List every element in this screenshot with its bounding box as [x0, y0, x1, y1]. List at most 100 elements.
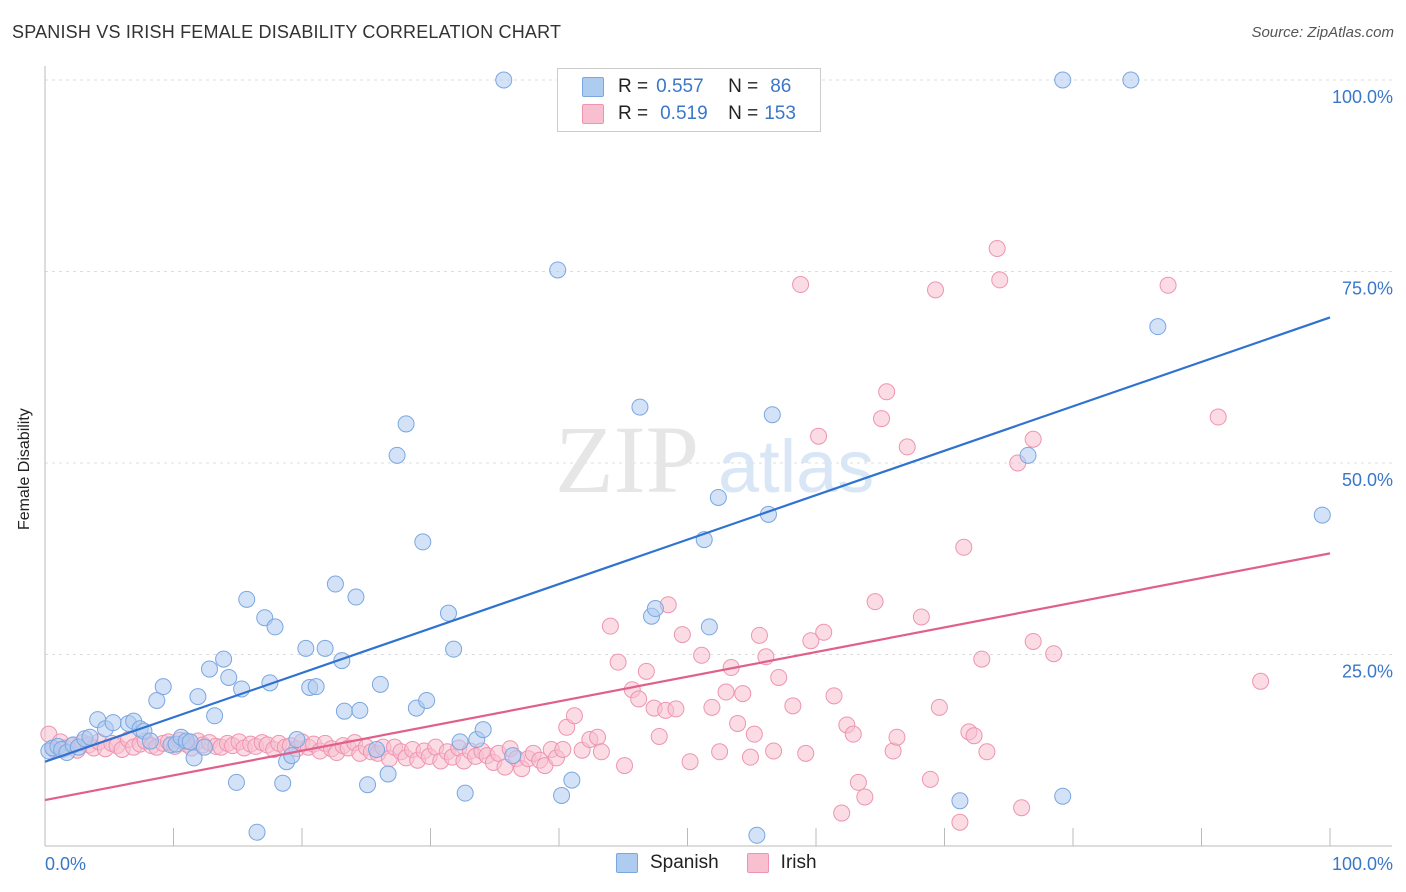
legend-row-irish: R = 0.519 N = 153	[582, 102, 796, 126]
spanish-point	[238, 590, 256, 608]
spanish-point	[631, 398, 649, 416]
irish-point	[1159, 276, 1177, 294]
irish-point	[681, 753, 699, 771]
spanish-point	[154, 678, 172, 696]
irish-point	[717, 683, 735, 701]
spanish-point	[148, 691, 166, 709]
irish-point	[592, 743, 610, 761]
irish-point	[589, 728, 607, 746]
spanish-point	[227, 773, 245, 791]
spanish-point	[549, 261, 567, 279]
irish-point	[667, 700, 685, 718]
spanish-point	[307, 678, 325, 696]
irish-point	[673, 626, 691, 644]
irish-point	[955, 538, 973, 556]
spanish-point	[104, 714, 122, 732]
n-label: N =	[728, 103, 759, 124]
spanish-point	[359, 776, 377, 794]
irish-point	[873, 410, 891, 428]
legend-row-spanish: R = 0.557 N = 86	[582, 75, 791, 99]
spanish-point	[371, 675, 389, 693]
irish-point	[856, 788, 874, 806]
irish-point	[693, 646, 711, 664]
irish-point	[650, 727, 668, 745]
x-tick-label: 100.0%	[1332, 854, 1393, 874]
irish-point	[711, 743, 729, 761]
irish-point	[991, 271, 1009, 289]
irish-point	[888, 728, 906, 746]
spanish-point	[288, 731, 306, 749]
spanish-point	[326, 575, 344, 593]
irish-point	[844, 725, 862, 743]
irish-point	[792, 276, 810, 294]
spanish-point	[274, 774, 292, 792]
irish-point	[849, 773, 867, 791]
spanish-point	[1019, 446, 1037, 464]
spanish-point	[195, 738, 213, 756]
spanish-point	[189, 688, 207, 706]
irish-point	[1252, 672, 1270, 690]
spanish-point	[418, 691, 436, 709]
spanish-point	[316, 639, 334, 657]
spanish-swatch	[582, 77, 604, 97]
spanish-point	[181, 733, 199, 751]
chart-title: SPANISH VS IRISH FEMALE DISABILITY CORRE…	[12, 22, 562, 42]
spanish-point	[397, 415, 415, 433]
irish-point	[745, 725, 763, 743]
irish-point	[965, 727, 983, 745]
irish-point	[912, 608, 930, 626]
spanish-point	[379, 765, 397, 783]
spanish-point	[646, 600, 664, 618]
spanish-point	[1054, 71, 1072, 89]
legend-item-spanish[interactable]: Spanish	[616, 852, 719, 874]
irish-point	[565, 707, 583, 725]
spanish-trend-line	[44, 316, 1331, 763]
irish-point	[729, 714, 747, 732]
irish-point	[833, 804, 851, 822]
y-tick-label: 75.0%	[1342, 279, 1393, 299]
irish-point	[770, 668, 788, 686]
spanish-point	[206, 707, 224, 725]
spanish-point	[1313, 506, 1331, 524]
irish-point	[988, 240, 1006, 258]
spanish-point	[1054, 787, 1072, 805]
spanish-point	[451, 733, 469, 751]
spanish-point	[553, 786, 571, 804]
irish-point	[784, 697, 802, 715]
legend-item-irish[interactable]: Irish	[746, 852, 817, 874]
spanish-point	[951, 792, 969, 810]
y-tick-label: 100.0%	[1332, 87, 1393, 107]
irish-point	[930, 698, 948, 716]
irish-point	[921, 770, 939, 788]
irish-point	[1013, 799, 1031, 817]
irish-point	[554, 740, 572, 758]
irish-point	[601, 617, 619, 635]
irish-point	[741, 748, 759, 766]
spanish-point	[347, 588, 365, 606]
spanish-point	[141, 732, 159, 750]
spanish-point	[504, 747, 522, 765]
y-tick-label: 25.0%	[1342, 662, 1393, 682]
spanish-point	[185, 749, 203, 767]
spanish-point	[283, 747, 301, 765]
watermark-zip: ZIP	[555, 406, 699, 513]
correlation-legend: R = 0.557 N = 86 R = 0.519 N = 153	[557, 68, 821, 132]
irish-point	[734, 685, 752, 703]
spanish-point	[495, 71, 513, 89]
spanish-point	[474, 721, 492, 739]
n-label: N =	[728, 76, 759, 97]
spanish-point	[563, 771, 581, 789]
x-tick-label: 0.0%	[45, 854, 86, 874]
irish-point	[978, 743, 996, 761]
grid-lines	[45, 79, 1392, 655]
spanish-point	[709, 488, 727, 506]
source-label: Source: ZipAtlas.com	[1251, 24, 1394, 41]
spanish-point	[439, 604, 457, 622]
spanish-point	[297, 639, 315, 657]
spanish-point	[215, 650, 233, 668]
spanish-point	[220, 668, 238, 686]
series-legend: Spanish Irish	[616, 852, 845, 874]
spanish-point	[81, 728, 99, 746]
irish-point	[973, 650, 991, 668]
